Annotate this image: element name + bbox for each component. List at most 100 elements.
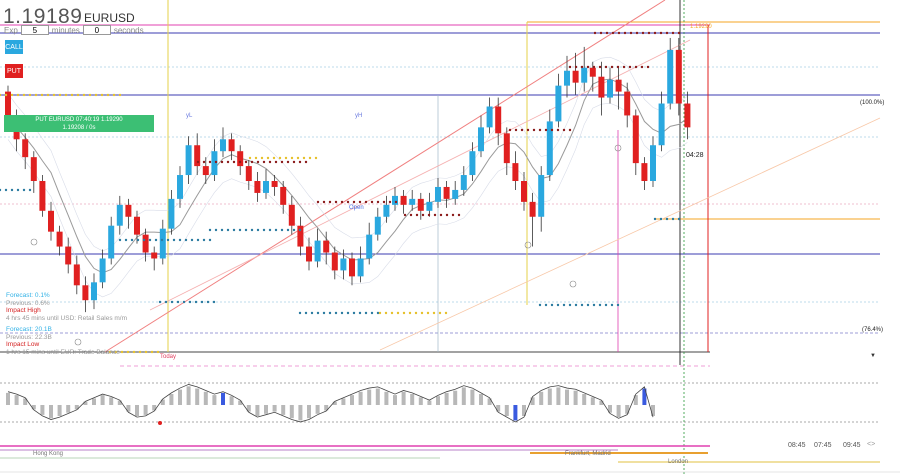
channel-line	[104, 0, 666, 353]
candle-body	[82, 285, 89, 301]
expiry-minutes-input[interactable]	[20, 25, 49, 35]
candle-body	[581, 67, 588, 83]
support-dot	[136, 238, 140, 242]
candle-body	[22, 139, 29, 158]
resistance-dot	[382, 200, 386, 204]
support-dot	[414, 311, 418, 315]
candle-body	[56, 231, 63, 247]
support-dot	[184, 238, 188, 242]
resistance-dot	[634, 65, 638, 69]
support-dot	[202, 238, 206, 242]
envelope-lower	[7, 102, 688, 298]
support-dot	[166, 238, 170, 242]
candle-body	[228, 139, 235, 152]
resistance-dot	[248, 156, 252, 160]
expiry-seconds-input[interactable]	[82, 25, 111, 35]
news-block-usd: Forecast: 0.1% Previous: 0.6% Impact Hig…	[6, 292, 127, 322]
expiry-seconds-label: seconds	[113, 25, 144, 35]
histogram-bar	[358, 391, 363, 405]
histogram-bar	[229, 396, 234, 405]
histogram-bar	[573, 390, 578, 405]
resistance-dot	[520, 128, 524, 132]
candle-body	[529, 201, 536, 217]
histogram-bar	[23, 398, 28, 405]
support-dot	[22, 188, 26, 192]
oscillator-signal	[158, 421, 162, 425]
support-dot	[316, 311, 320, 315]
support-dot	[286, 228, 290, 232]
candle-body	[503, 133, 510, 164]
resistance-dot	[28, 93, 32, 97]
candle-body	[306, 246, 312, 262]
resistance-dot	[611, 31, 615, 35]
histogram-bar	[238, 400, 243, 405]
moving-average	[7, 78, 688, 274]
resistance-dot	[622, 65, 626, 69]
histogram-bar	[255, 405, 260, 416]
candle-body	[495, 106, 502, 134]
envelope-upper	[7, 56, 688, 252]
histogram-bar	[92, 398, 96, 405]
candle-body	[469, 151, 476, 176]
candle-body	[108, 225, 115, 259]
marker-icon	[74, 338, 82, 346]
resistance-dot	[278, 156, 282, 160]
resistance-dot	[286, 160, 290, 164]
support-dot	[212, 300, 216, 304]
resistance-dot	[298, 160, 302, 164]
candle-body	[589, 67, 596, 77]
candle-body	[667, 49, 674, 104]
support-dot	[334, 311, 338, 315]
open-order-box[interactable]: PUT EURUSD 07:40:19 1.19290 1.19208 / 0s	[4, 115, 154, 132]
histogram-bar	[160, 399, 165, 405]
histogram-bar	[289, 405, 294, 419]
support-dot	[604, 303, 608, 307]
histogram-bar	[427, 400, 432, 405]
candle-body	[177, 175, 183, 199]
support-dot	[328, 311, 332, 315]
resistance-dot	[415, 213, 419, 217]
candle-body	[73, 264, 80, 286]
candle-body	[684, 103, 691, 128]
resistance-dot	[610, 65, 614, 69]
news-forecast: Forecast: 20.1B	[6, 326, 52, 333]
resistance-dot	[421, 213, 425, 217]
expiry-prefix: Exp	[4, 25, 18, 35]
resistance-dot	[346, 200, 350, 204]
resistance-dot	[94, 93, 98, 97]
support-dot	[206, 300, 210, 304]
news-previous: Previous: 22.3B	[6, 333, 52, 341]
resistance-dot	[604, 65, 608, 69]
resistance-dot	[244, 160, 248, 164]
support-dot	[16, 188, 20, 192]
support-dot	[160, 238, 164, 242]
candle-body	[521, 181, 527, 202]
resistance-dot	[274, 160, 278, 164]
resistance-dot	[562, 128, 566, 132]
candle-body	[314, 240, 321, 262]
histogram-bar	[332, 401, 337, 405]
support-dot	[132, 350, 136, 354]
candle-body	[357, 258, 364, 277]
support-dot	[158, 300, 162, 304]
support-dot	[170, 300, 174, 304]
support-dot	[616, 303, 620, 307]
candle-body	[417, 198, 424, 211]
candle-body	[512, 163, 519, 181]
scroll-nav-icon[interactable]: <>	[867, 441, 876, 448]
support-dot	[378, 311, 382, 315]
candle-body	[151, 252, 158, 259]
resistance-dot	[514, 128, 518, 132]
support-dot	[586, 303, 590, 307]
call-button[interactable]: CALL	[5, 40, 23, 54]
resistance-dot	[653, 31, 657, 35]
candle-body	[546, 121, 553, 176]
support-dot	[426, 311, 430, 315]
histogram-bar	[625, 405, 630, 414]
resistance-dot	[358, 200, 362, 204]
candle-body	[435, 186, 441, 202]
put-button[interactable]: PUT	[5, 64, 23, 78]
histogram-bar	[436, 396, 440, 405]
support-dot	[384, 311, 388, 315]
